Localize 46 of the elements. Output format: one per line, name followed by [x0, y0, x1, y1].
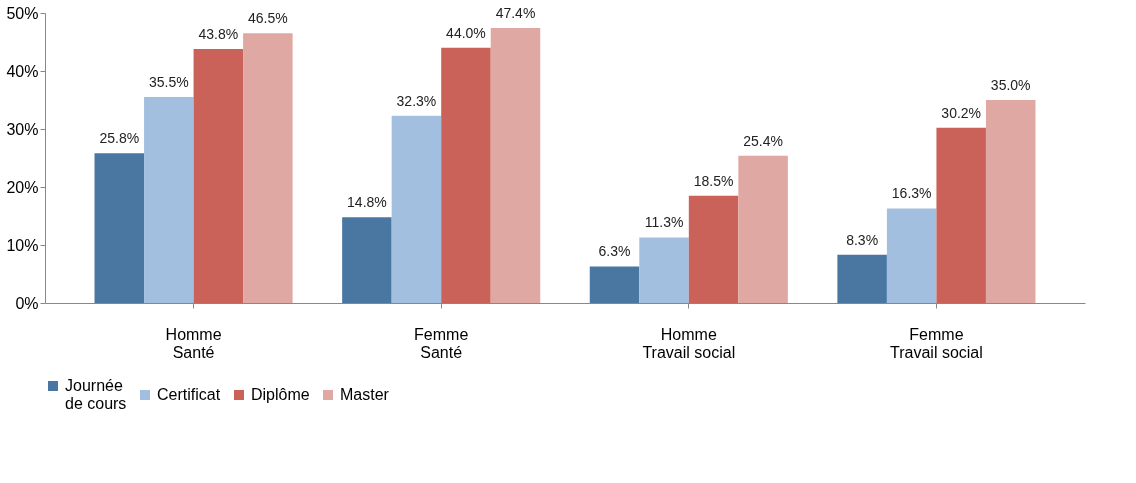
data-label: 25.4% — [743, 132, 783, 149]
y-tick-label: 40% — [6, 62, 39, 80]
data-label: 30.2% — [941, 104, 982, 121]
data-label: 18.5% — [693, 172, 734, 189]
bar — [639, 237, 689, 303]
data-label: 25.8% — [99, 130, 140, 147]
bar — [490, 28, 541, 303]
bar — [589, 266, 640, 303]
bar — [936, 127, 986, 303]
bar — [342, 217, 392, 303]
legend-label: Diplôme — [251, 386, 310, 403]
x-tick-label: Homme Santé — [165, 325, 222, 361]
bar — [886, 208, 937, 303]
data-label: 35.5% — [148, 74, 189, 91]
legend-label: Master — [340, 386, 390, 403]
bar — [391, 115, 442, 303]
bar — [243, 33, 293, 303]
x-tick-label: Femme Travail social — [890, 325, 983, 361]
data-label: 35.0% — [990, 77, 1031, 93]
data-label: 14.8% — [347, 194, 387, 211]
bar — [837, 254, 887, 303]
y-tick-label: 0% — [15, 294, 39, 312]
data-label: 44.0% — [446, 24, 486, 41]
bar — [738, 155, 788, 303]
data-label: 46.5% — [248, 10, 288, 27]
bar — [985, 100, 1036, 303]
bar — [441, 47, 491, 303]
legend-label: Journée de cours — [65, 377, 127, 412]
data-label: 43.8% — [198, 25, 239, 42]
data-label: 16.3% — [891, 185, 932, 202]
x-tick-label: Homme Travail social — [642, 325, 736, 361]
bar — [193, 48, 244, 303]
data-label: 11.3% — [644, 214, 684, 231]
bar — [94, 153, 145, 303]
y-tick-label: 20% — [6, 178, 39, 196]
data-label: 47.4% — [495, 5, 536, 22]
data-label: 8.3% — [846, 231, 879, 248]
bar — [144, 97, 194, 303]
bar — [688, 195, 739, 303]
legend-label: Certificat — [157, 386, 221, 403]
x-tick-label: Femme Santé — [414, 325, 469, 361]
y-tick-label: 30% — [6, 120, 39, 138]
y-tick-label: 10% — [6, 236, 39, 254]
y-tick-label: 50% — [6, 4, 39, 22]
data-label: 6.3% — [598, 243, 631, 260]
data-label: 32.3% — [396, 92, 437, 109]
